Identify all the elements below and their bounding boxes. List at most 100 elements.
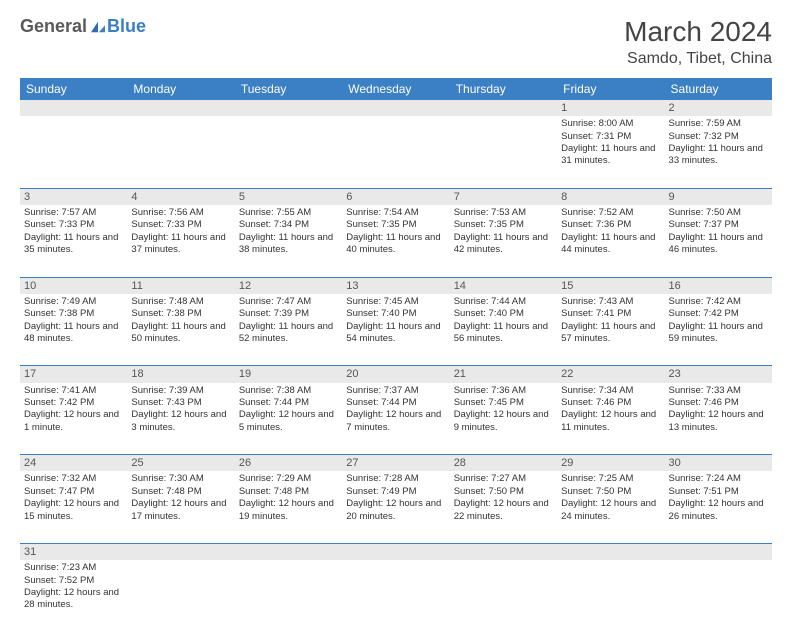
day-number-cell: 22 xyxy=(557,366,664,383)
day-number-cell: 31 xyxy=(20,543,127,560)
day-number-cell: 28 xyxy=(450,455,557,472)
day-cell: Sunrise: 7:55 AMSunset: 7:34 PMDaylight:… xyxy=(235,205,342,277)
day-number-cell xyxy=(127,100,234,116)
sunset-text: Sunset: 7:35 PM xyxy=(346,219,445,231)
sunrise-text: Sunrise: 7:57 AM xyxy=(24,207,123,219)
daylight-text: Daylight: 12 hours and 24 minutes. xyxy=(561,498,660,523)
day-cell: Sunrise: 7:53 AMSunset: 7:35 PMDaylight:… xyxy=(450,205,557,277)
day-cell: Sunrise: 7:30 AMSunset: 7:48 PMDaylight:… xyxy=(127,471,234,543)
sunset-text: Sunset: 7:40 PM xyxy=(346,308,445,320)
day-number-cell: 14 xyxy=(450,277,557,294)
day-cell: Sunrise: 7:25 AMSunset: 7:50 PMDaylight:… xyxy=(557,471,664,543)
sunrise-text: Sunrise: 7:49 AM xyxy=(24,296,123,308)
day-cell xyxy=(665,560,772,632)
day-number-cell: 18 xyxy=(127,366,234,383)
sunrise-text: Sunrise: 7:37 AM xyxy=(346,385,445,397)
daylight-text: Daylight: 12 hours and 15 minutes. xyxy=(24,498,123,523)
day-number-row: 24252627282930 xyxy=(20,455,772,472)
sunset-text: Sunset: 7:48 PM xyxy=(131,486,230,498)
sunset-text: Sunset: 7:33 PM xyxy=(24,219,123,231)
sunrise-text: Sunrise: 7:24 AM xyxy=(669,473,768,485)
sunrise-text: Sunrise: 7:23 AM xyxy=(24,562,123,574)
sunrise-text: Sunrise: 8:00 AM xyxy=(561,118,660,130)
calendar-table: SundayMondayTuesdayWednesdayThursdayFrid… xyxy=(20,78,772,632)
daylight-text: Daylight: 11 hours and 37 minutes. xyxy=(131,232,230,257)
title-block: March 2024 Samdo, Tibet, China xyxy=(624,16,772,68)
daylight-text: Daylight: 12 hours and 17 minutes. xyxy=(131,498,230,523)
daylight-text: Daylight: 12 hours and 5 minutes. xyxy=(239,409,338,434)
daylight-text: Daylight: 11 hours and 35 minutes. xyxy=(24,232,123,257)
sunrise-text: Sunrise: 7:55 AM xyxy=(239,207,338,219)
day-cell: Sunrise: 7:43 AMSunset: 7:41 PMDaylight:… xyxy=(557,294,664,366)
day-cell: Sunrise: 7:54 AMSunset: 7:35 PMDaylight:… xyxy=(342,205,449,277)
sunset-text: Sunset: 7:36 PM xyxy=(561,219,660,231)
day-content-row: Sunrise: 7:41 AMSunset: 7:42 PMDaylight:… xyxy=(20,383,772,455)
daylight-text: Daylight: 11 hours and 48 minutes. xyxy=(24,321,123,346)
day-cell xyxy=(127,116,234,188)
daylight-text: Daylight: 12 hours and 28 minutes. xyxy=(24,587,123,612)
weekday-header: Monday xyxy=(127,78,234,100)
daylight-text: Daylight: 12 hours and 7 minutes. xyxy=(346,409,445,434)
sunset-text: Sunset: 7:33 PM xyxy=(131,219,230,231)
sunset-text: Sunset: 7:46 PM xyxy=(561,397,660,409)
sunrise-text: Sunrise: 7:52 AM xyxy=(561,207,660,219)
day-number-cell: 26 xyxy=(235,455,342,472)
day-number-cell: 10 xyxy=(20,277,127,294)
day-cell: Sunrise: 7:57 AMSunset: 7:33 PMDaylight:… xyxy=(20,205,127,277)
daylight-text: Daylight: 12 hours and 20 minutes. xyxy=(346,498,445,523)
sunset-text: Sunset: 7:38 PM xyxy=(24,308,123,320)
daylight-text: Daylight: 12 hours and 22 minutes. xyxy=(454,498,553,523)
sunset-text: Sunset: 7:45 PM xyxy=(454,397,553,409)
day-cell: Sunrise: 7:23 AMSunset: 7:52 PMDaylight:… xyxy=(20,560,127,632)
sunrise-text: Sunrise: 7:44 AM xyxy=(454,296,553,308)
daylight-text: Daylight: 11 hours and 38 minutes. xyxy=(239,232,338,257)
sunrise-text: Sunrise: 7:36 AM xyxy=(454,385,553,397)
sunset-text: Sunset: 7:41 PM xyxy=(561,308,660,320)
daylight-text: Daylight: 12 hours and 26 minutes. xyxy=(669,498,768,523)
day-cell: Sunrise: 7:41 AMSunset: 7:42 PMDaylight:… xyxy=(20,383,127,455)
sunrise-text: Sunrise: 7:27 AM xyxy=(454,473,553,485)
day-cell: Sunrise: 7:45 AMSunset: 7:40 PMDaylight:… xyxy=(342,294,449,366)
day-cell: Sunrise: 7:47 AMSunset: 7:39 PMDaylight:… xyxy=(235,294,342,366)
day-cell: Sunrise: 7:39 AMSunset: 7:43 PMDaylight:… xyxy=(127,383,234,455)
weekday-header: Saturday xyxy=(665,78,772,100)
sunset-text: Sunset: 7:40 PM xyxy=(454,308,553,320)
day-number-row: 3456789 xyxy=(20,188,772,205)
sunset-text: Sunset: 7:52 PM xyxy=(24,575,123,587)
weekday-header: Tuesday xyxy=(235,78,342,100)
day-number-cell: 19 xyxy=(235,366,342,383)
day-number-cell xyxy=(342,543,449,560)
day-number-cell: 30 xyxy=(665,455,772,472)
daylight-text: Daylight: 11 hours and 46 minutes. xyxy=(669,232,768,257)
day-content-row: Sunrise: 7:23 AMSunset: 7:52 PMDaylight:… xyxy=(20,560,772,632)
day-number-cell: 2 xyxy=(665,100,772,116)
day-number-cell: 29 xyxy=(557,455,664,472)
day-number-cell xyxy=(20,100,127,116)
day-number-cell xyxy=(235,543,342,560)
sunrise-text: Sunrise: 7:56 AM xyxy=(131,207,230,219)
day-number-cell xyxy=(450,100,557,116)
sunset-text: Sunset: 7:51 PM xyxy=(669,486,768,498)
day-cell xyxy=(127,560,234,632)
day-cell: Sunrise: 7:42 AMSunset: 7:42 PMDaylight:… xyxy=(665,294,772,366)
day-number-cell: 17 xyxy=(20,366,127,383)
sunrise-text: Sunrise: 7:39 AM xyxy=(131,385,230,397)
day-number-cell xyxy=(235,100,342,116)
sunset-text: Sunset: 7:49 PM xyxy=(346,486,445,498)
daylight-text: Daylight: 11 hours and 44 minutes. xyxy=(561,232,660,257)
sunset-text: Sunset: 7:50 PM xyxy=(561,486,660,498)
day-number-cell: 12 xyxy=(235,277,342,294)
day-cell: Sunrise: 7:33 AMSunset: 7:46 PMDaylight:… xyxy=(665,383,772,455)
sunset-text: Sunset: 7:35 PM xyxy=(454,219,553,231)
day-cell xyxy=(235,116,342,188)
logo: General Blue xyxy=(20,16,146,37)
day-number-cell: 6 xyxy=(342,188,449,205)
sunset-text: Sunset: 7:48 PM xyxy=(239,486,338,498)
sunrise-text: Sunrise: 7:41 AM xyxy=(24,385,123,397)
header: General Blue March 2024 Samdo, Tibet, Ch… xyxy=(20,16,772,68)
day-cell: Sunrise: 7:28 AMSunset: 7:49 PMDaylight:… xyxy=(342,471,449,543)
sunrise-text: Sunrise: 7:38 AM xyxy=(239,385,338,397)
daylight-text: Daylight: 12 hours and 3 minutes. xyxy=(131,409,230,434)
day-number-row: 17181920212223 xyxy=(20,366,772,383)
day-cell xyxy=(342,560,449,632)
